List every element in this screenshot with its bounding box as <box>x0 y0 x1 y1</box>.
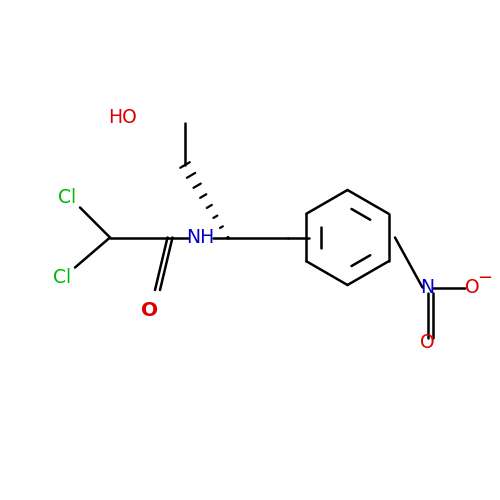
Text: O: O <box>465 278 480 297</box>
Text: NH: NH <box>186 228 214 247</box>
Text: Cl: Cl <box>54 268 72 287</box>
Text: HO: HO <box>108 108 137 127</box>
Text: O: O <box>142 300 158 320</box>
Text: O: O <box>420 333 435 352</box>
Text: N: N <box>420 278 434 297</box>
Text: Cl: Cl <box>58 188 76 207</box>
Text: −: − <box>478 268 492 286</box>
